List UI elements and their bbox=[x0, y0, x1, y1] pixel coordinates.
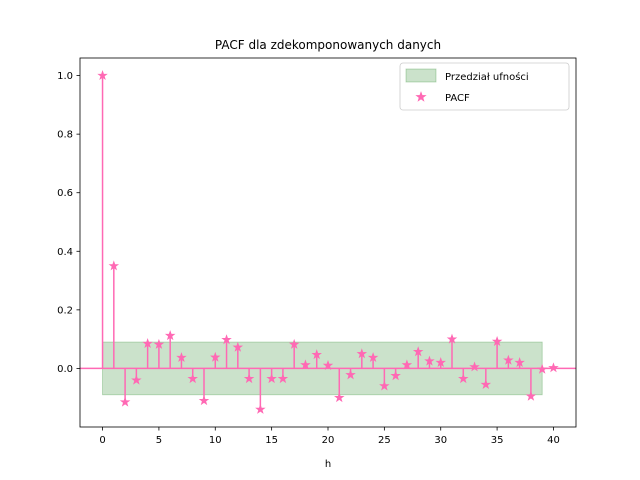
pacf-marker-35 bbox=[491, 335, 503, 346]
y-tick-label-2: 0.4 bbox=[57, 247, 73, 258]
y-tick-label-3: 0.6 bbox=[57, 188, 73, 199]
x-tick-label-30: 30 bbox=[434, 435, 447, 446]
pacf-marker-31 bbox=[446, 333, 458, 344]
x-tick-label-10: 10 bbox=[209, 435, 222, 446]
pacf-marker-11 bbox=[221, 334, 232, 345]
legend-band-label: Przedział ufności bbox=[445, 71, 529, 83]
pacf-marker-24 bbox=[367, 352, 379, 363]
pacf-marker-37 bbox=[514, 357, 525, 368]
pacf-marker-30 bbox=[435, 357, 446, 368]
legend-star-marker bbox=[415, 91, 427, 102]
pacf-marker-28 bbox=[412, 346, 424, 357]
y-tick-label-4: 0.8 bbox=[57, 130, 73, 141]
x-axis: 0 5 10 15 20 25 30 35 40 bbox=[99, 427, 560, 446]
chart-title: PACF dla zdekomponowanych danych bbox=[215, 38, 441, 52]
pacf-marker-5 bbox=[153, 338, 165, 349]
pacf-marker-14 bbox=[255, 403, 266, 414]
x-tick-label-0: 0 bbox=[99, 435, 105, 446]
pacf-marker-2 bbox=[119, 396, 131, 407]
pacf-marker-23 bbox=[356, 348, 368, 359]
legend-box bbox=[399, 62, 570, 111]
pacf-marker-27 bbox=[401, 359, 413, 370]
pacf-marker-8 bbox=[187, 373, 198, 384]
pacf-marker-32 bbox=[458, 373, 469, 384]
pacf-marker-12 bbox=[232, 341, 244, 352]
legend: Przedział ufności PACF bbox=[399, 62, 570, 111]
pacf-marker-38 bbox=[525, 390, 537, 401]
y-tick-label-0: 0.0 bbox=[57, 364, 73, 375]
pacf-marker-16 bbox=[277, 373, 289, 384]
pacf-marker-4 bbox=[142, 338, 153, 348]
pacf-marker-10 bbox=[210, 351, 221, 362]
pacf-marker-15 bbox=[266, 373, 277, 384]
x-tick-label-5: 5 bbox=[156, 435, 162, 446]
pacf-marker-25 bbox=[379, 380, 390, 391]
x-tick-label-25: 25 bbox=[378, 435, 391, 446]
pacf-marker-1 bbox=[108, 260, 120, 271]
pacf-marker-3 bbox=[131, 374, 142, 385]
pacf-marker-39 bbox=[536, 363, 548, 374]
pacf-marker-7 bbox=[176, 352, 187, 363]
pacf-marker-17 bbox=[288, 338, 300, 349]
pacf-marker-18 bbox=[300, 359, 311, 370]
pacf-marker-29 bbox=[424, 355, 435, 366]
pacf-marker-13 bbox=[243, 373, 255, 384]
y-tick-label-1: 0.2 bbox=[57, 305, 73, 316]
pacf-marker-26 bbox=[390, 370, 401, 381]
stem-layer bbox=[101, 75, 555, 410]
pacf-marker-34 bbox=[480, 379, 492, 389]
pacf-marker-33 bbox=[469, 361, 480, 372]
pacf-marker-20 bbox=[322, 359, 334, 370]
y-tick-label-5: 1.0 bbox=[57, 71, 73, 82]
pacf-marker-0 bbox=[97, 70, 108, 81]
pacf-marker-40 bbox=[548, 362, 559, 373]
pacf-marker-9 bbox=[198, 395, 210, 406]
x-tick-label-20: 20 bbox=[322, 435, 335, 446]
y-axis: 0.0 0.2 0.4 0.6 0.8 1.0 bbox=[57, 71, 80, 375]
pacf-marker-19 bbox=[311, 349, 322, 360]
x-tick-label-40: 40 bbox=[547, 435, 560, 446]
x-tick-label-15: 15 bbox=[265, 435, 278, 446]
x-axis-label: h bbox=[325, 459, 331, 470]
pacf-marker-6 bbox=[164, 330, 176, 341]
legend-band-swatch bbox=[405, 68, 437, 83]
pacf-marker-22 bbox=[345, 369, 356, 380]
marker-layer bbox=[97, 70, 559, 414]
legend-series-label: PACF bbox=[445, 93, 470, 104]
pacf-marker-36 bbox=[503, 354, 514, 365]
x-tick-label-35: 35 bbox=[491, 435, 504, 446]
pacf-marker-21 bbox=[334, 392, 345, 403]
